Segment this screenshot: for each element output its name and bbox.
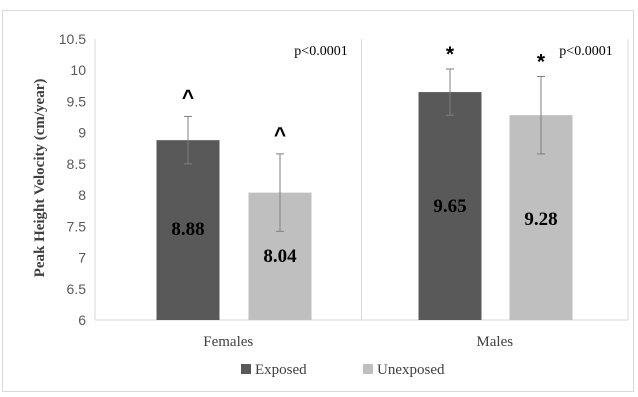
x-category-label: Males (476, 334, 513, 350)
significance-marker: ^ (182, 86, 194, 109)
y-tick-label: 8 (78, 187, 86, 203)
x-category-label: Females (203, 334, 253, 350)
bar-exposed-females (156, 140, 220, 320)
y-tick-label: 9.5 (67, 93, 87, 109)
data-labels: 8.88 8.04 9.65 9.28 (171, 196, 557, 267)
y-axis-ticks: 6 6.5 7 7.5 8 8.5 9 9.5 10 10.5 (59, 31, 86, 328)
y-axis-label: Peak Height Velocity (cm/year) (32, 79, 48, 278)
legend-swatch-exposed (241, 364, 251, 374)
y-tick-label: 9 (78, 125, 86, 141)
y-tick-label: 6 (78, 312, 86, 328)
significance-marker: * (446, 43, 455, 66)
y-tick-label: 6.5 (67, 281, 87, 297)
x-axis-category-labels: Females Males (203, 334, 513, 350)
legend-label-unexposed: Unexposed (377, 362, 445, 378)
bar-exposed-males (418, 92, 482, 320)
p-value-label: p<0.0001 (294, 44, 347, 59)
legend-swatch-unexposed (363, 364, 373, 374)
y-tick-label: 7.5 (67, 218, 87, 234)
annotations: ^ ^ p<0.0001 * * p<0.0001 (182, 43, 613, 147)
y-tick-label: 8.5 (67, 156, 87, 172)
data-label: 8.04 (263, 246, 297, 267)
legend-label-exposed: Exposed (255, 362, 307, 378)
data-label: 8.88 (171, 219, 204, 240)
bars (156, 92, 573, 320)
y-tick-label: 10 (70, 62, 86, 78)
significance-marker: ^ (274, 124, 286, 147)
legend: Exposed Unexposed (241, 362, 445, 378)
p-value-label: p<0.0001 (559, 44, 612, 59)
y-tick-label: 10.5 (59, 31, 86, 47)
data-label: 9.65 (433, 196, 466, 217)
error-bars (184, 68, 545, 232)
data-label: 9.28 (524, 209, 557, 230)
category-separators (94, 39, 629, 320)
y-tick-label: 7 (78, 250, 86, 266)
significance-marker: * (537, 50, 546, 73)
